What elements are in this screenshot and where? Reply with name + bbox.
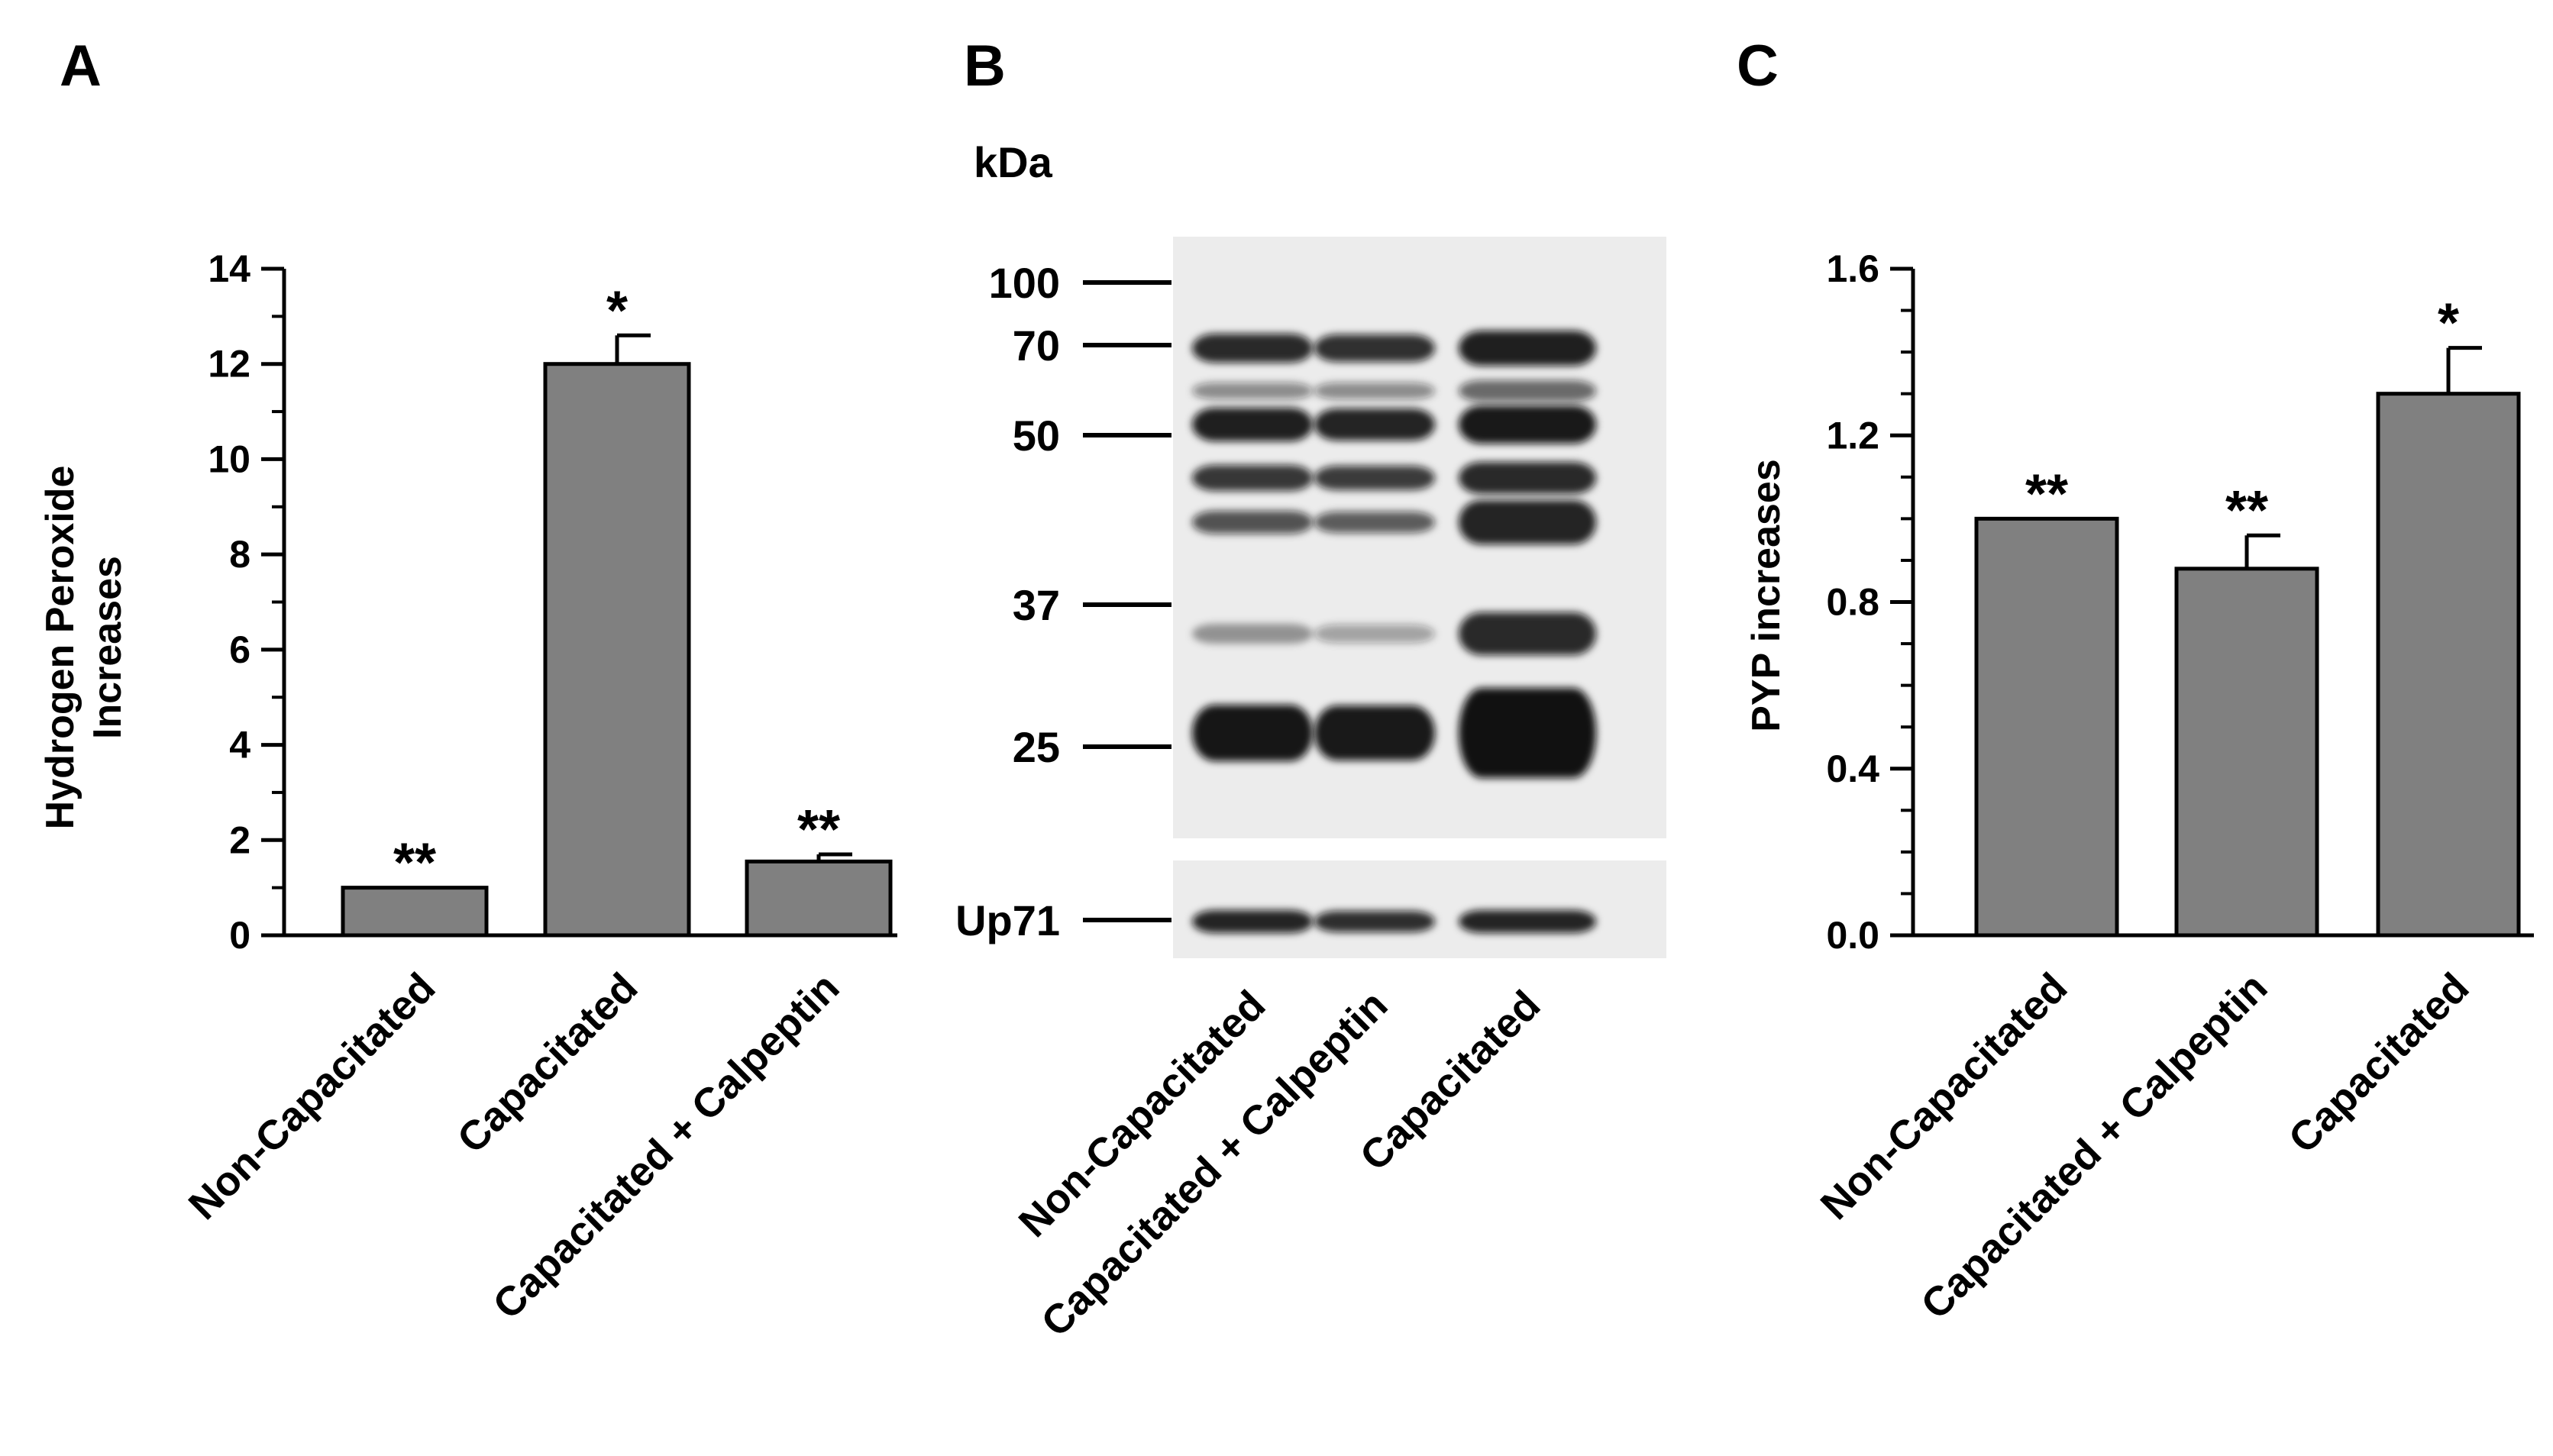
blot-band [1192, 408, 1313, 441]
chart-a-y-ticks: 0 2 4 6 8 10 12 14 [208, 247, 284, 957]
category-label: Capacitated + Calpeptin [484, 964, 848, 1328]
blot-band [1314, 334, 1435, 362]
chart-a-ylabel-line-2: Increases [86, 556, 130, 739]
loading-control-label: Up71 [955, 896, 1060, 944]
blot-band [1314, 625, 1435, 643]
category-label: Non-Capacitated [180, 964, 444, 1228]
bar [745, 859, 893, 938]
category-label: Capacitated + Calpeptin [1912, 964, 2276, 1328]
blot-band [1192, 383, 1313, 399]
blot-band [1459, 331, 1596, 366]
marker-label: 37 [1013, 581, 1060, 629]
chart-a-ylabel-line-1: Hydrogen Peroxide [38, 466, 82, 830]
significance-marker: * [606, 280, 628, 341]
blot-band [1459, 462, 1596, 494]
blot-band [1314, 383, 1435, 399]
y-tick-label: 12 [208, 343, 250, 386]
significance-marker: ** [2225, 480, 2268, 541]
blot-loading-membrane [1173, 860, 1666, 958]
y-tick-label: 1.6 [1826, 247, 1879, 290]
blot-band [1192, 334, 1313, 363]
blot-band [1192, 465, 1313, 491]
chart-c-y-ticks: 0.0 0.4 0.8 1.2 1.6 [1826, 247, 1913, 957]
bar [341, 886, 489, 938]
bar [543, 362, 691, 938]
blot-band [1314, 512, 1435, 533]
chart-c-bars: ** *** [1974, 293, 2521, 938]
chart-a-bars: ***** [341, 280, 893, 938]
chart-c-ylabel: PYP increases [1744, 459, 1789, 732]
marker-label: 25 [1013, 723, 1060, 771]
y-tick-label: 1.2 [1826, 414, 1879, 457]
y-tick-label: 0.4 [1826, 747, 1879, 790]
blot-band [1459, 688, 1596, 778]
blot-band [1459, 500, 1596, 544]
blot-kda-label: kDa [974, 138, 1053, 186]
y-tick-label: 8 [229, 533, 250, 576]
blot-band [1192, 910, 1313, 933]
panel-letter-c: C [1737, 34, 1779, 98]
blot-marker-ladder: 100 70 50 37 25 Up71 [955, 259, 1171, 944]
blot-band [1314, 408, 1435, 441]
category-label: Capacitated [2280, 964, 2478, 1162]
bar [2174, 567, 2319, 938]
marker-label: 100 [989, 259, 1060, 307]
marker-label: 70 [1013, 321, 1060, 370]
blot-band [1459, 380, 1596, 402]
y-tick-label: 4 [229, 724, 250, 767]
y-tick-label: 10 [208, 437, 250, 480]
blot-band [1192, 705, 1313, 761]
blot-band [1459, 405, 1596, 444]
y-tick-label: 14 [208, 247, 250, 290]
blot-band [1192, 624, 1313, 644]
significance-marker: ** [797, 799, 840, 860]
category-label: Capacitated [449, 964, 647, 1162]
blot-band [1314, 911, 1435, 932]
bar [1974, 516, 2119, 938]
y-tick-label: 0 [229, 914, 250, 957]
significance-marker: * [2438, 293, 2459, 354]
significance-marker: ** [2025, 463, 2068, 525]
chart-c-pyp: 0.00.40.81.21.6 PYP increases ** *** Non-… [1744, 247, 2534, 1328]
blot-band [1459, 612, 1596, 655]
blot-band [1314, 705, 1435, 760]
blot-band [1459, 910, 1596, 933]
panel-letter-b: B [964, 34, 1006, 98]
y-tick-label: 0.8 [1826, 581, 1879, 624]
y-tick-label: 2 [229, 818, 250, 861]
blot-band [1314, 466, 1435, 490]
blot-bands [1192, 331, 1596, 933]
bar [2376, 392, 2521, 938]
marker-label: 50 [1013, 412, 1060, 460]
panel-letter-a: A [60, 34, 102, 98]
western-blot-b: kDa 100 70 50 37 25 Up71 Non-CapacitatedCapac… [955, 138, 1666, 1345]
y-tick-label: 0.0 [1826, 914, 1879, 957]
blot-band [1192, 511, 1313, 534]
y-tick-label: 6 [229, 628, 250, 671]
significance-marker: ** [393, 833, 436, 894]
